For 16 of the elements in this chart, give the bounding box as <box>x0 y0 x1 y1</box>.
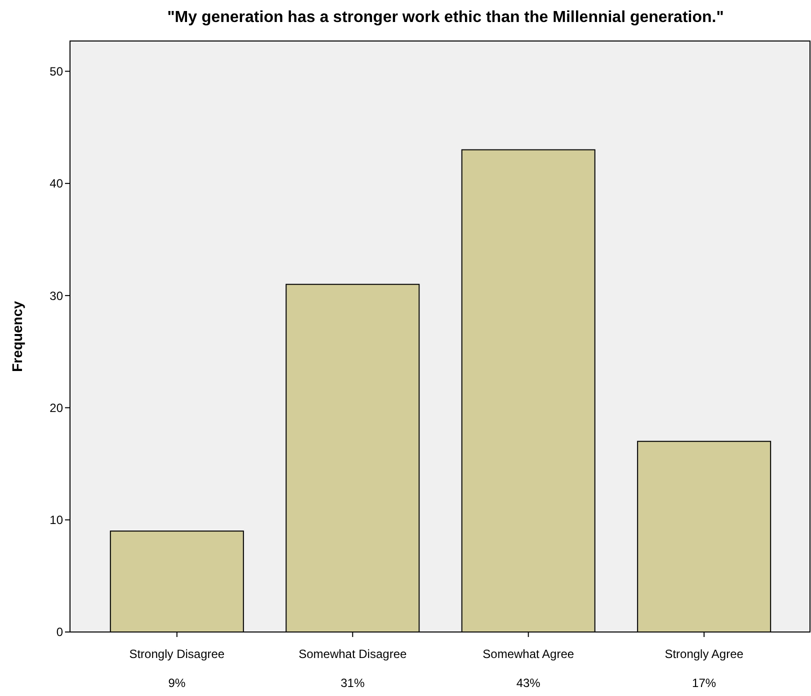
y-tick-label: 30 <box>50 288 64 303</box>
y-axis-title: Frequency <box>9 300 25 372</box>
x-tick-label: Strongly Disagree <box>129 647 225 661</box>
y-tick-label: 50 <box>50 64 64 78</box>
data-label: 31% <box>340 676 365 690</box>
y-tick-label: 0 <box>56 625 64 640</box>
data-label: 9% <box>168 676 186 690</box>
x-tick-label: Somewhat Agree <box>482 647 574 661</box>
chart-title: "My generation has a stronger work ethic than the Millennial generation." <box>167 9 724 26</box>
y-tick-label: 40 <box>50 176 64 191</box>
data-label: 43% <box>516 676 541 690</box>
y-tick-label: 10 <box>50 513 64 528</box>
x-tick-label: Strongly Agree <box>664 647 744 661</box>
data-label: 17% <box>692 676 716 690</box>
y-tick-label: 20 <box>50 400 64 415</box>
x-tick-label: Somewhat Disagree <box>298 647 407 661</box>
